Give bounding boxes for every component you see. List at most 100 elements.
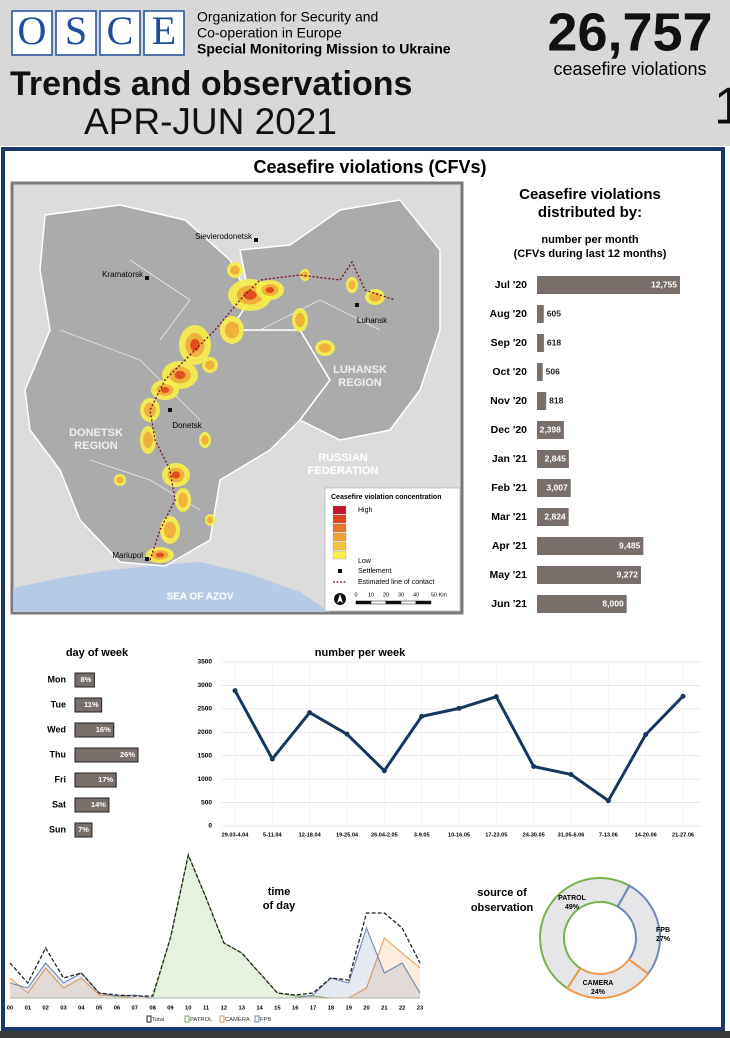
scale-label: 30 xyxy=(398,592,404,598)
value-label: 618 xyxy=(547,337,561,347)
category-label: Sep '20 xyxy=(491,337,528,349)
category-label: Sat xyxy=(52,799,66,809)
category-label: Wed xyxy=(47,724,66,734)
value-label: 506 xyxy=(546,366,560,376)
settlement-label: Sievierodonetsk xyxy=(195,232,253,241)
settlement-label: Mariupol xyxy=(112,551,143,560)
cfv-concentration xyxy=(201,435,209,445)
region-label: REGION xyxy=(338,377,381,389)
legend-swatch xyxy=(332,532,347,542)
value-label: 11% xyxy=(84,700,99,709)
value-label: 605 xyxy=(547,308,561,318)
legend-swatch xyxy=(332,541,347,551)
x-tick-label: 31.05-6.06 xyxy=(558,832,585,838)
x-tick-label: 19 xyxy=(345,1006,352,1012)
value-label: 17% xyxy=(98,775,113,784)
slice-name: CAMERA xyxy=(583,980,614,987)
value-label: 8,000 xyxy=(602,598,624,608)
chart-subtitle: (CFVs during last 12 months) xyxy=(514,248,667,260)
x-tick-label: 00 xyxy=(7,1006,13,1012)
district-line xyxy=(129,259,191,341)
bar xyxy=(74,747,139,763)
x-tick-label: 21-27.06 xyxy=(672,832,694,838)
y-tick-label: 3500 xyxy=(198,659,213,666)
org-name: Organization for Security and xyxy=(197,9,378,25)
scale-label: 10 xyxy=(368,592,374,598)
legend-high: High xyxy=(358,507,373,514)
cfv-concentration xyxy=(230,265,240,275)
legend-label: PATROL xyxy=(190,1017,213,1023)
chart-title: observation xyxy=(471,902,534,914)
point xyxy=(344,731,350,737)
value-label: 9,272 xyxy=(617,569,639,579)
point xyxy=(531,763,537,769)
slice-value: 24% xyxy=(591,989,606,996)
bar xyxy=(537,508,569,526)
area-fill xyxy=(10,938,420,998)
x-tick-label: 03 xyxy=(60,1006,67,1012)
area-fill xyxy=(10,855,420,998)
point xyxy=(605,798,611,804)
logo-letter: S xyxy=(65,8,87,53)
area-fill xyxy=(10,928,420,998)
value-label: 7% xyxy=(78,825,89,834)
value-label: 9,485 xyxy=(619,540,641,550)
settlement-marker xyxy=(355,303,359,307)
x-tick-label: 15 xyxy=(274,1006,281,1012)
bar xyxy=(537,363,543,381)
x-tick-label: 24-30.05 xyxy=(523,832,545,838)
cfv-concentration xyxy=(348,280,356,290)
x-tick-label: 05 xyxy=(96,1006,103,1012)
point xyxy=(381,768,387,774)
value-label: 818 xyxy=(549,395,563,405)
legend-label: CAMERA xyxy=(225,1017,250,1023)
bar xyxy=(537,595,627,613)
category-label: May '21 xyxy=(489,569,527,581)
category-label: Apr '21 xyxy=(492,540,527,552)
chart-title: number per month xyxy=(541,234,638,246)
logo-box xyxy=(143,10,185,56)
region-label: DONETSK xyxy=(69,427,123,439)
legend-marker xyxy=(254,1015,260,1023)
value-label: 26% xyxy=(120,750,135,759)
category-label: Sun xyxy=(49,824,66,834)
logo-box xyxy=(11,10,53,56)
legend-swatch xyxy=(332,505,347,515)
value-label: 3,007 xyxy=(546,482,568,492)
x-tick-label: 3-9.05 xyxy=(414,832,430,838)
value-label: 2,398 xyxy=(540,424,562,434)
category-label: Tue xyxy=(51,699,66,709)
map-legend xyxy=(324,487,461,612)
sea xyxy=(13,562,330,612)
legend-label: FPB xyxy=(260,1017,271,1023)
footer-strip xyxy=(0,1031,730,1038)
x-tick-label: 02 xyxy=(42,1006,48,1012)
donut-slice xyxy=(539,877,631,990)
cfv-concentration xyxy=(190,339,200,351)
value-label: 2,824 xyxy=(544,511,566,521)
bar xyxy=(537,334,544,352)
x-tick-label: 7-13.06 xyxy=(599,832,618,838)
bar xyxy=(74,722,115,738)
point xyxy=(269,756,275,762)
chart-title: of day xyxy=(263,900,296,912)
line-of-contact xyxy=(149,260,396,561)
point xyxy=(493,694,499,700)
logo-box xyxy=(99,10,141,56)
x-tick-label: 16 xyxy=(292,1006,299,1012)
x-tick-label: 17-23.05 xyxy=(485,832,507,838)
bar xyxy=(74,672,95,688)
point xyxy=(456,705,462,711)
scale-label: 20 xyxy=(383,592,389,598)
cfv-concentration xyxy=(243,290,257,300)
logo-letter: C xyxy=(107,8,134,53)
x-tick-label: 17 xyxy=(310,1006,316,1012)
period: APR-JUN 2021 xyxy=(84,101,337,142)
settlement-label: Donetsk xyxy=(172,421,202,430)
category-label: Dec '20 xyxy=(491,424,528,436)
y-tick-label: 1500 xyxy=(198,752,213,759)
category-label: Thu xyxy=(50,749,67,759)
point xyxy=(568,771,574,777)
slice-name: FPB xyxy=(656,927,670,934)
x-tick-label: 12 xyxy=(221,1006,227,1012)
